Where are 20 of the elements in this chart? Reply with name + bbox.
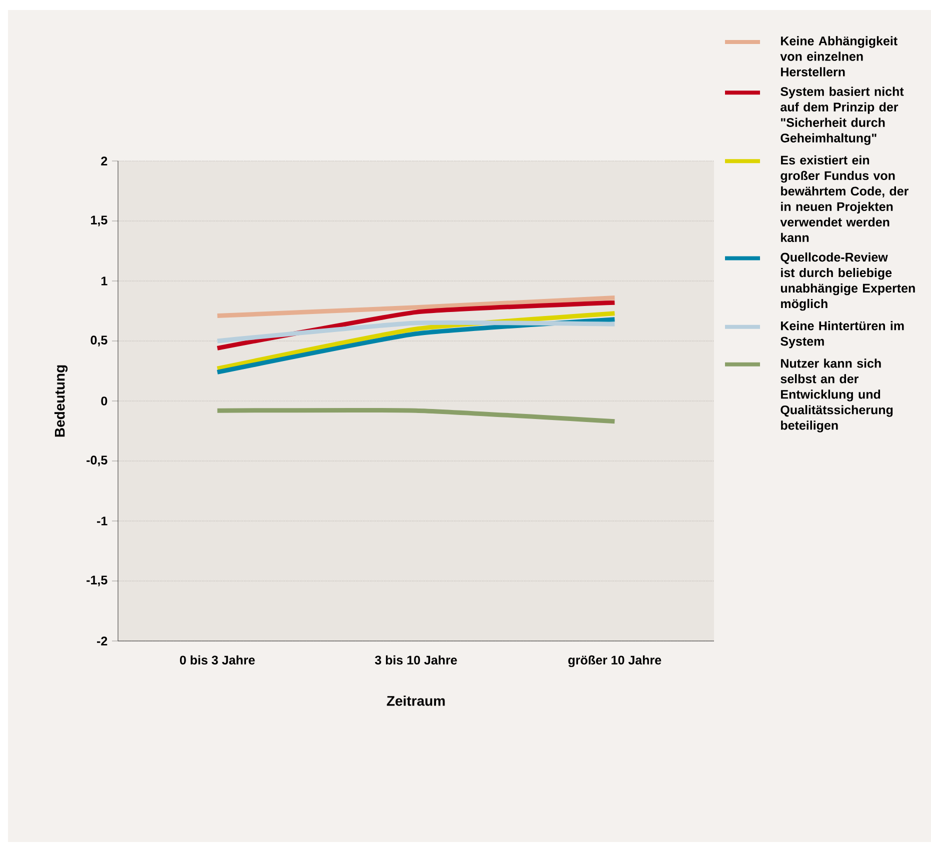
legend-label: Nutzer kann sich selbst an der Entwicklung und Qualitätssicherung beteiligen [780, 358, 893, 432]
y-tick-label: 1 [101, 276, 108, 286]
x-axis-title: Zeitraum [386, 696, 445, 706]
y-tick-label: -1,5 [86, 576, 108, 586]
x-tick-label: 3 bis 10 Jahre [374, 655, 457, 665]
y-tick-label: -1 [97, 516, 108, 526]
legend-label: Keine Abhängigkeit von einzelnen Herstellern [780, 36, 898, 76]
y-tick-label: -0,5 [86, 456, 108, 466]
y-tick-label: -2 [97, 636, 108, 646]
y-axis-title: Bedeutung [54, 365, 68, 437]
legend-label: Quellcode-Review ist durch beliebige unabhängige Experten möglich [780, 252, 915, 311]
x-tick-label: größer 10 Jahre [568, 655, 662, 668]
legend-label: System basiert nicht auf dem Prinzip der "Sicherheit durch Geheimhaltung" [780, 86, 904, 145]
y-tick-label: 2 [101, 156, 108, 166]
x-tick-label: 0 bis 3 Jahre [180, 655, 255, 665]
legend-label: Keine Hintertüren im System [780, 321, 904, 348]
y-tick-label: 0,5 [90, 336, 108, 346]
y-tick-label: 1,5 [91, 216, 108, 226]
legend-label: Es existiert ein großer Fundus von bewährtem Code, der in neuen Projekten verwendet werden kann [780, 155, 908, 242]
y-tick-label: 0 [101, 396, 108, 406]
